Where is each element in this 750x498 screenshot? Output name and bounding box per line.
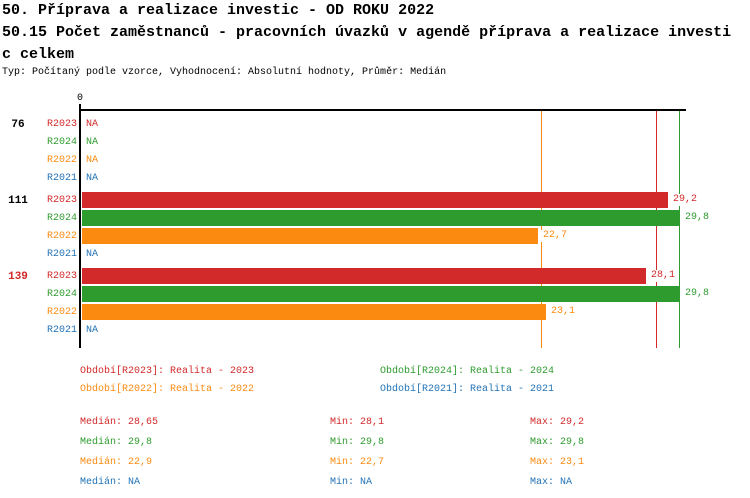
row-label-r2022-g1: R2022	[46, 231, 77, 242]
stat-max-r2022: Max: 23,1	[530, 457, 585, 468]
stat-max-r2023: Max: 29,2	[530, 417, 585, 428]
bar-r2022-g1	[82, 228, 538, 244]
bar-r2022-g2	[82, 304, 546, 320]
bar-r2023-g1	[82, 192, 668, 208]
stat-max-r2024: Max: 29,8	[530, 437, 585, 448]
row-label-r2024-g2: R2024	[46, 289, 77, 300]
stat-median-r2022: Medián: 22,9	[80, 457, 153, 468]
row-label-r2024-g0: R2024	[46, 137, 77, 148]
row-label-r2021-g0: R2021	[46, 173, 77, 184]
x-axis-zero-tick-label: 0	[76, 93, 83, 104]
stat-median-r2021: Medián: NA	[80, 477, 141, 488]
stat-min-r2021: Min: NA	[330, 477, 373, 488]
stat-min-r2022: Min: 22,7	[330, 457, 385, 468]
report-title-line3: c celkem	[2, 46, 75, 63]
group-label-111: 111	[8, 195, 28, 207]
bar-value-label: 29,8	[680, 288, 712, 300]
median-line-r2022	[541, 111, 542, 348]
bar-value-label: 22,7	[538, 230, 570, 242]
x-axis-line	[79, 109, 686, 111]
median-line-r2023	[656, 111, 657, 348]
stat-min-r2024: Min: 29,8	[330, 437, 385, 448]
report-title-line2: 50.15 Počet zaměstnanců - pracovních úva…	[2, 24, 732, 41]
report-title-line1: 50. Příprava a realizace investic - OD R…	[2, 2, 435, 19]
stat-median-r2023: Medián: 28,65	[80, 417, 159, 428]
legend-item-r2021: Období[R2021]: Realita - 2021	[380, 384, 555, 395]
bar-r2024-g2	[82, 286, 680, 302]
row-label-r2022-g0: R2022	[46, 155, 77, 166]
stat-min-r2023: Min: 28,1	[330, 417, 385, 428]
bar-value-label: 29,2	[668, 194, 700, 206]
stat-median-r2024: Medián: 29,8	[80, 437, 153, 448]
row-label-r2023-g2: R2023	[46, 271, 77, 282]
bar-value-label: 23,1	[546, 306, 578, 318]
report-meta: Typ: Počítaný podle vzorce, Vyhodnocení:…	[2, 67, 447, 78]
legend-item-r2024: Období[R2024]: Realita - 2024	[380, 366, 555, 377]
na-value-label: NA	[86, 155, 99, 166]
group-label-76: 76	[11, 119, 25, 131]
legend-item-r2023: Období[R2023]: Realita - 2023	[80, 366, 255, 377]
row-label-r2022-g2: R2022	[46, 307, 77, 318]
stat-max-r2021: Max: NA	[530, 477, 573, 488]
na-value-label: NA	[86, 325, 99, 336]
na-value-label: NA	[86, 137, 99, 148]
na-value-label: NA	[86, 249, 99, 260]
group-label-139: 139	[8, 271, 28, 283]
na-value-label: NA	[86, 173, 99, 184]
legend-item-r2022: Období[R2022]: Realita - 2022	[80, 384, 255, 395]
row-label-r2024-g1: R2024	[46, 213, 77, 224]
na-value-label: NA	[86, 119, 99, 130]
row-label-r2023-g1: R2023	[46, 195, 77, 206]
bar-r2023-g2	[82, 268, 646, 284]
row-label-r2023-g0: R2023	[46, 119, 77, 130]
bar-r2024-g1	[82, 210, 680, 226]
y-axis-line	[79, 104, 81, 348]
row-label-r2021-g1: R2021	[46, 249, 77, 260]
bar-value-label: 29,8	[680, 212, 712, 224]
bar-value-label: 28,1	[646, 270, 678, 282]
row-label-r2021-g2: R2021	[46, 325, 77, 336]
median-line-r2024	[679, 111, 680, 348]
